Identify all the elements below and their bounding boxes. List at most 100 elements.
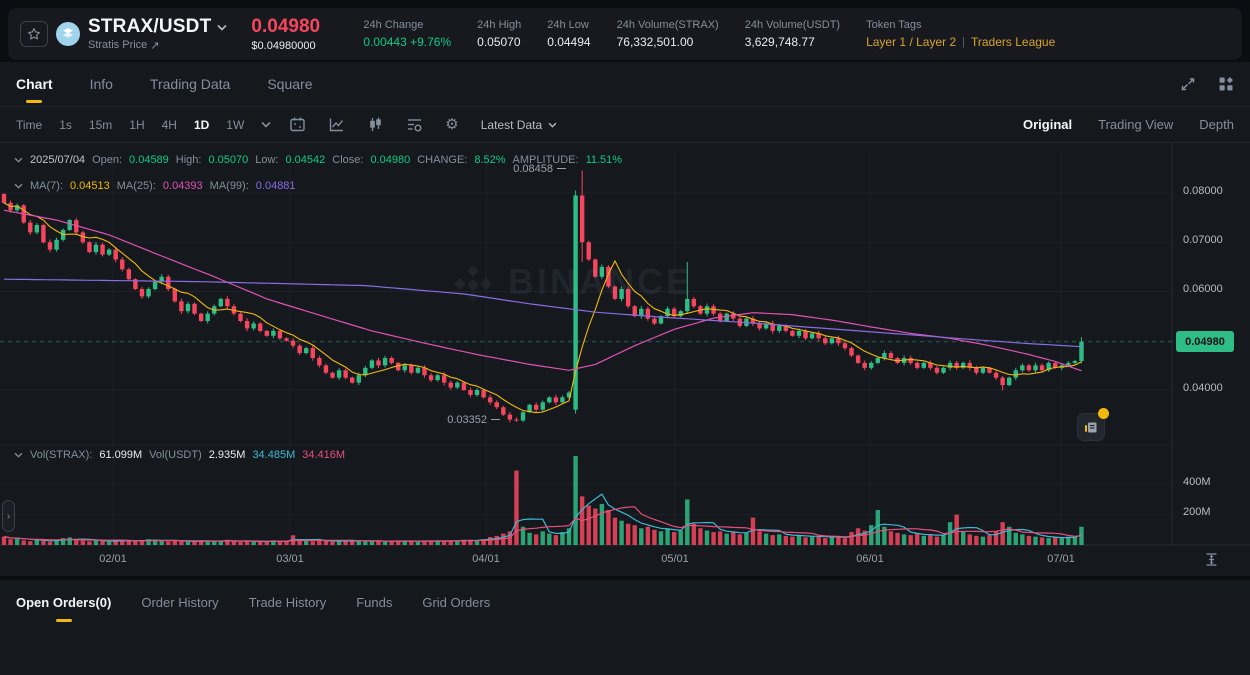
ma99-value: 0.04881 bbox=[255, 180, 296, 192]
pane-expand-handle[interactable]: › bbox=[2, 500, 15, 532]
close-label: Close: bbox=[332, 154, 364, 166]
apps-button[interactable] bbox=[1218, 76, 1234, 92]
tag-separator: | bbox=[962, 36, 965, 48]
price-tick: 0.07000 bbox=[1183, 234, 1223, 246]
high-value: 0.05070 bbox=[208, 154, 249, 166]
mavol5-value: 34.485M bbox=[252, 449, 296, 461]
collapse-chevron-icon[interactable] bbox=[14, 183, 23, 189]
volume-tick: 400M bbox=[1183, 476, 1211, 488]
ohlc-legend: 2025/07/04 Open: 0.04589 High: 0.05070 Low… bbox=[14, 154, 622, 166]
coin-price-label: Stratis Price bbox=[88, 39, 148, 51]
stat-label: 24h Volume(USDT) bbox=[744, 19, 841, 31]
settings-gear-icon[interactable]: ⚙ bbox=[445, 116, 459, 133]
latest-data-label: Latest Data bbox=[480, 117, 543, 132]
token-tags-block: Token Tags Layer 1 / Layer 2 | Traders L… bbox=[866, 19, 1055, 49]
auto-scale-button[interactable] bbox=[1204, 552, 1219, 567]
latest-data-dropdown[interactable]: Latest Data bbox=[481, 118, 557, 132]
vol-strax-value: 61.099M bbox=[99, 449, 143, 461]
interval-15m[interactable]: 15m bbox=[88, 117, 113, 132]
collapse-chevron-icon[interactable] bbox=[14, 157, 23, 163]
collapse-chevron-icon[interactable] bbox=[14, 452, 23, 458]
stat-24h-volume-strax: 24h Volume(STRAX) 76,332,501.00 bbox=[617, 19, 719, 49]
tab-open-orders[interactable]: Open Orders(0) bbox=[16, 580, 111, 624]
expand-icon bbox=[1180, 76, 1196, 92]
interval-more-caret-icon[interactable] bbox=[261, 121, 271, 128]
price-tick: 0.06000 bbox=[1183, 283, 1223, 295]
pair-selector[interactable]: STRAX/USDT bbox=[88, 16, 227, 38]
last-price-value: 0.04980 bbox=[251, 16, 321, 37]
ma7-label: MA(7): bbox=[30, 180, 63, 192]
interval-1s[interactable]: 1s bbox=[59, 117, 72, 132]
auto-scale-icon bbox=[1204, 552, 1219, 567]
x-tick: 02/01 bbox=[99, 553, 127, 565]
tab-square[interactable]: Square bbox=[267, 76, 313, 92]
stat-value: 76,332,501.00 bbox=[616, 35, 694, 49]
chart-toolbar: Time 1s 15m 1H 4H 1D 1W ⚙ La bbox=[0, 106, 1250, 143]
ma7-value: 0.04513 bbox=[70, 180, 110, 192]
ma99-label: MA(99): bbox=[209, 180, 249, 192]
kline-interval-settings-icon[interactable] bbox=[289, 116, 306, 133]
ma25-value: 0.04393 bbox=[162, 180, 203, 192]
time-axis[interactable]: 02/01 03/01 04/01 05/01 06/01 07/01 bbox=[0, 545, 1250, 576]
tab-trade-history[interactable]: Trade History bbox=[248, 594, 327, 610]
x-tick: 03/01 bbox=[276, 553, 304, 565]
candlestick-icon[interactable] bbox=[367, 116, 384, 133]
token-tag-traders-league[interactable]: Traders League bbox=[971, 35, 1056, 49]
period-high-annotation: 0.08458 bbox=[480, 163, 566, 175]
tab-funds[interactable]: Funds bbox=[356, 594, 393, 610]
market-header: STRAX/USDT Stratis Price ↗ 0.04980 $0.04… bbox=[8, 8, 1242, 60]
tab-order-history[interactable]: Order History bbox=[141, 594, 219, 610]
x-tick: 07/01 bbox=[1047, 553, 1075, 565]
mavol10-value: 34.416M bbox=[302, 449, 346, 461]
indicators-icon[interactable] bbox=[406, 116, 423, 133]
ma25-label: MA(25): bbox=[116, 180, 156, 192]
coin-price-link[interactable]: Stratis Price ↗ bbox=[88, 39, 227, 52]
chart-data-panel-button[interactable] bbox=[1077, 408, 1109, 441]
amplitude-value: 11.51% bbox=[585, 154, 623, 166]
pair-block: STRAX/USDT Stratis Price ↗ bbox=[88, 16, 227, 52]
view-original[interactable]: Original bbox=[1023, 117, 1073, 132]
stratis-logo-icon bbox=[56, 22, 80, 46]
chart-panel: Chart Info Trading Data Square Time 1s bbox=[0, 62, 1250, 576]
stat-24h-high: 24h High 0.05070 bbox=[477, 19, 521, 49]
ma-legend: MA(7): 0.04513 MA(25): 0.04393 MA(99): 0.04… bbox=[14, 180, 296, 192]
chart-canvas[interactable] bbox=[0, 143, 1250, 576]
apps-grid-icon bbox=[1218, 76, 1234, 92]
favorite-button[interactable] bbox=[20, 21, 48, 47]
stat-label: 24h High bbox=[477, 19, 522, 31]
open-label: Open: bbox=[92, 154, 123, 166]
orders-tabbar: Open Orders(0) Order History Trade Histo… bbox=[0, 580, 1250, 624]
interval-1d[interactable]: 1D bbox=[193, 117, 210, 132]
chevron-down-icon bbox=[217, 24, 227, 31]
tab-grid-orders[interactable]: Grid Orders bbox=[422, 594, 491, 610]
chart-style-icon[interactable] bbox=[328, 116, 345, 133]
tab-info[interactable]: Info bbox=[89, 76, 113, 92]
stat-value: 3,629,748.77 bbox=[744, 35, 815, 49]
tab-trading-data[interactable]: Trading Data bbox=[149, 76, 231, 92]
interval-time[interactable]: Time bbox=[16, 117, 43, 132]
chevron-down-icon bbox=[548, 122, 557, 128]
volume-legend: Vol(STRAX): 61.099M Vol(USDT) 2.935M 34.48… bbox=[14, 449, 345, 461]
interval-1w[interactable]: 1W bbox=[226, 117, 245, 132]
token-tags-label: Token Tags bbox=[866, 19, 922, 31]
high-label: High: bbox=[175, 154, 202, 166]
vol-strax-label: Vol(STRAX): bbox=[30, 449, 93, 461]
stat-label: 24h Low bbox=[547, 19, 589, 31]
view-trading-view[interactable]: Trading View bbox=[1098, 117, 1174, 132]
tab-chart[interactable]: Chart bbox=[16, 62, 53, 106]
external-link-icon: ↗ bbox=[150, 40, 160, 52]
view-depth[interactable]: Depth bbox=[1199, 117, 1234, 132]
stat-value: 0.04494 bbox=[547, 35, 591, 49]
change-label: CHANGE: bbox=[417, 154, 468, 166]
interval-1h[interactable]: 1H bbox=[129, 117, 145, 132]
stat-value: 0.05070 bbox=[477, 35, 521, 49]
stat-label: 24h Volume(STRAX) bbox=[616, 19, 719, 31]
chart-area: BINANCE 2025/07/04 Open: 0.04589 High: 0.0… bbox=[0, 143, 1250, 576]
panel-tabbar: Chart Info Trading Data Square bbox=[0, 62, 1250, 106]
token-tag-layer1-layer2[interactable]: Layer 1 / Layer 2 bbox=[866, 35, 957, 49]
notification-dot bbox=[1098, 408, 1109, 419]
vol-usdt-label: Vol(USDT) bbox=[149, 449, 202, 461]
expand-button[interactable] bbox=[1180, 76, 1196, 92]
interval-4h[interactable]: 4H bbox=[161, 117, 177, 132]
